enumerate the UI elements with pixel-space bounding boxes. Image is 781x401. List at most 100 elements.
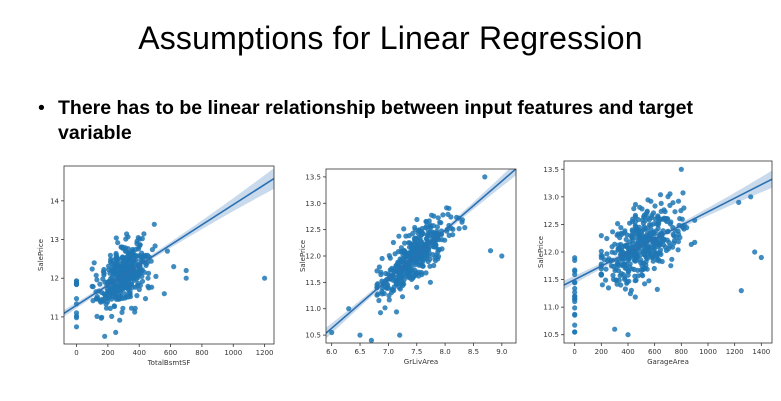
scatter-point bbox=[675, 198, 682, 204]
scatter-point bbox=[603, 266, 609, 272]
scatter-point bbox=[646, 232, 652, 238]
scatter-point bbox=[357, 332, 363, 338]
scatter-point bbox=[626, 256, 632, 262]
scatter-point bbox=[599, 282, 605, 288]
x-tick-label: 9.0 bbox=[496, 348, 507, 356]
scatter-point bbox=[572, 267, 578, 273]
x-tick-label: 800 bbox=[675, 348, 688, 356]
scatter-point bbox=[658, 200, 664, 206]
scatter-point bbox=[128, 305, 135, 311]
scatter-point bbox=[73, 324, 80, 330]
scatter-point bbox=[125, 294, 131, 300]
scatter-point bbox=[94, 277, 100, 283]
scatter-point bbox=[125, 287, 131, 293]
scatter-point bbox=[145, 270, 152, 276]
scatter-point bbox=[411, 251, 417, 257]
scatter-point bbox=[632, 278, 638, 284]
scatter-point bbox=[445, 211, 451, 217]
scatter-point bbox=[386, 297, 392, 303]
scatter-point bbox=[650, 221, 656, 227]
scatter-point bbox=[656, 241, 662, 247]
scatter-point bbox=[136, 286, 142, 293]
scatter-point bbox=[396, 280, 402, 286]
scatter-point bbox=[436, 237, 442, 243]
scatter-point bbox=[630, 253, 636, 259]
scatter-point bbox=[113, 286, 119, 292]
scatter-point bbox=[408, 264, 414, 270]
scatter-point bbox=[641, 265, 647, 271]
scatter-point bbox=[423, 270, 429, 276]
scatter-point bbox=[643, 211, 649, 217]
scatter-point bbox=[433, 252, 439, 258]
scatter-point bbox=[397, 332, 403, 338]
scatter-point bbox=[612, 241, 618, 247]
scatter-plot-totalbsmtsf: 0 200 400 600 800 1000 1200 11 12 13 14 TotalBsmtSF… bbox=[36, 162, 278, 374]
x-tick-label: 1000 bbox=[699, 348, 717, 356]
scatter-point bbox=[161, 291, 167, 297]
x-tick-label: 8.5 bbox=[468, 348, 479, 356]
scatter-point bbox=[415, 230, 421, 236]
x-tick-label: 8.0 bbox=[440, 348, 451, 356]
scatter-point bbox=[412, 235, 419, 241]
scatter-point bbox=[429, 212, 435, 218]
scatter-point bbox=[376, 264, 382, 270]
chart-svg: 6.0 6.5 7.0 7.5 8.0 8.5 9.0 10.5 11.0 11.5 12.0 12.… bbox=[299, 168, 517, 366]
scatter-point bbox=[650, 230, 656, 236]
scatter-point bbox=[374, 268, 380, 274]
scatter-point bbox=[120, 305, 126, 311]
scatter-point bbox=[393, 277, 399, 283]
scatter-point bbox=[620, 262, 626, 268]
scatter-point bbox=[376, 297, 382, 304]
scatter-point bbox=[423, 219, 429, 225]
scatter-point bbox=[113, 250, 119, 257]
scatter-point bbox=[388, 267, 395, 273]
scatter-point bbox=[73, 310, 80, 316]
scatter-point bbox=[618, 225, 624, 231]
scatter-point bbox=[171, 264, 177, 270]
x-tick-label: 1000 bbox=[224, 349, 242, 357]
scatter-point bbox=[111, 290, 117, 296]
scatter-point bbox=[678, 166, 684, 172]
scatter-point bbox=[346, 306, 352, 312]
scatter-point bbox=[380, 285, 386, 291]
x-tick-label: 1200 bbox=[726, 348, 744, 356]
scatter-point bbox=[119, 254, 126, 260]
y-tick-label: 13 bbox=[50, 236, 59, 244]
scatter-point bbox=[663, 217, 669, 223]
scatter-point bbox=[94, 313, 100, 319]
y-tick-label: 11.5 bbox=[543, 276, 559, 284]
scatter-point bbox=[145, 275, 151, 281]
scatter-point bbox=[613, 277, 619, 283]
y-axis-label: SalePrice bbox=[299, 240, 307, 272]
scatter-point bbox=[572, 329, 578, 335]
x-tick-label: 600 bbox=[648, 348, 661, 356]
y-tick-label: 10.5 bbox=[305, 332, 321, 340]
scatter-point bbox=[669, 256, 675, 262]
scatter-point bbox=[183, 267, 189, 274]
scatter-point bbox=[634, 253, 640, 259]
scatter-point bbox=[675, 239, 681, 245]
scatter-point bbox=[375, 281, 381, 287]
scatter-point bbox=[675, 247, 681, 253]
scatter-point bbox=[612, 250, 618, 256]
scatter-point bbox=[638, 257, 644, 263]
scatter-point bbox=[142, 296, 149, 302]
x-tick-label: 800 bbox=[195, 349, 208, 357]
scatter-point bbox=[393, 309, 400, 315]
scatter-point bbox=[640, 273, 646, 279]
scatter-point bbox=[642, 281, 648, 287]
scatter-point bbox=[398, 270, 404, 277]
scatter-point bbox=[374, 292, 380, 298]
scatter-point bbox=[117, 260, 123, 266]
scatter-point bbox=[748, 194, 754, 200]
scatter-point bbox=[107, 252, 113, 258]
scatter-point bbox=[128, 263, 135, 269]
scatter-point bbox=[414, 216, 420, 223]
scatter-point bbox=[618, 282, 624, 288]
y-tick-label: 12 bbox=[50, 275, 59, 283]
scatter-point bbox=[634, 241, 640, 247]
scatter-point bbox=[125, 234, 131, 240]
scatter-point bbox=[402, 240, 408, 246]
scatter-point bbox=[633, 226, 639, 232]
scatter-point bbox=[119, 309, 125, 315]
